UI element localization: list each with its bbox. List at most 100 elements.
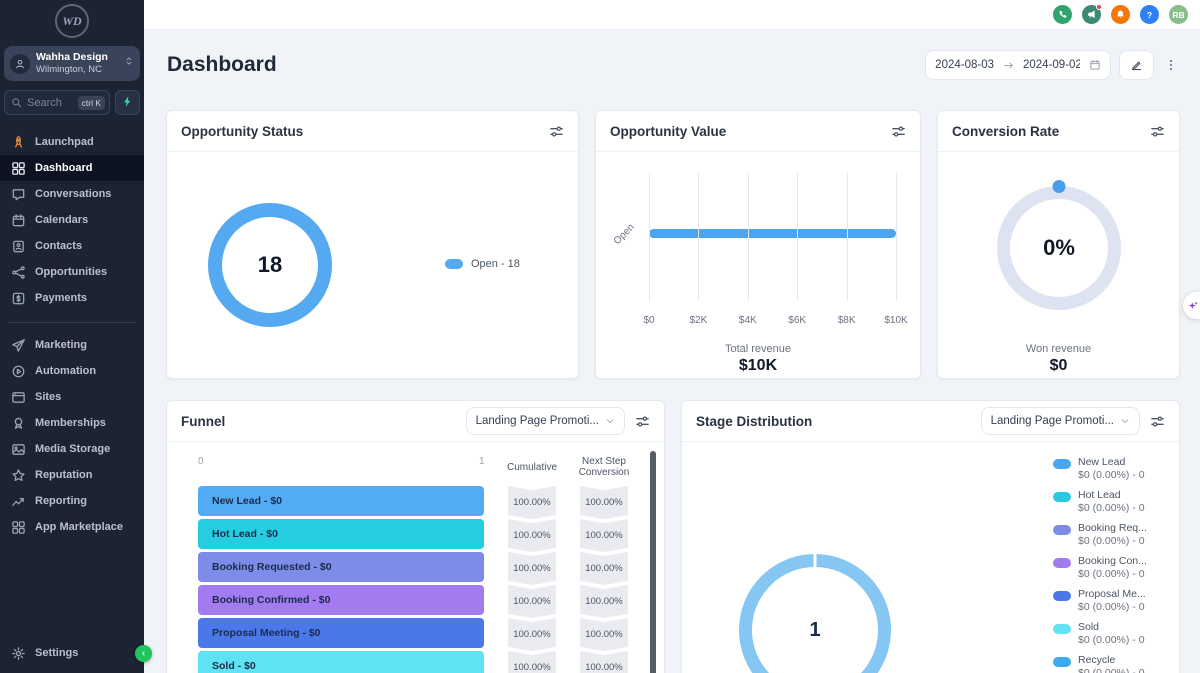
opportunity-value-card: Opportunity Value Open $0 $2K $4K $6K $8K $10…	[595, 110, 921, 379]
payments-icon	[11, 291, 26, 306]
kebab-icon	[1164, 58, 1178, 72]
sidebar-item-label: Dashboard	[35, 162, 93, 174]
sidebar-item-reporting[interactable]: Reporting	[0, 488, 144, 514]
card-filter-button[interactable]	[891, 124, 906, 139]
funnel-bar-label: Booking Requested - $0	[212, 561, 332, 573]
legend-value: $0 (0.00%) - 0	[1078, 568, 1145, 580]
card-title: Opportunity Status	[181, 123, 304, 139]
search-input[interactable]: Search ctrl K	[4, 90, 110, 115]
total-revenue-value: $10K	[738, 357, 778, 374]
sidebar-item-label: Calendars	[35, 214, 89, 226]
sidebar-item-app-marketplace[interactable]: App Marketplace	[0, 514, 144, 540]
bell-icon	[1115, 9, 1126, 20]
sidebar-item-opportunities[interactable]: Opportunities	[0, 259, 144, 285]
legend-swatch	[1053, 525, 1071, 535]
funnel-bar-label: Sold - $0	[212, 660, 256, 672]
x-tick-label: $4K	[738, 315, 757, 326]
sidebar-item-sites[interactable]: Sites	[0, 384, 144, 410]
funnel-bar: Sold - $0	[198, 651, 484, 673]
pipeline-select[interactable]: Landing Page Promoti...	[980, 407, 1140, 435]
notification-dot	[1096, 4, 1102, 10]
scrollbar-thumb[interactable]	[650, 451, 656, 673]
help-button[interactable]: ?	[1140, 5, 1159, 24]
funnel-bar: Booking Confirmed - $0	[198, 585, 484, 615]
image-icon	[11, 442, 26, 457]
ai-assistant-button[interactable]	[1183, 292, 1200, 319]
card-title: Stage Distribution	[696, 413, 813, 429]
phone-icon	[1057, 9, 1068, 20]
legend-value: $0 (0.00%) - 0	[1078, 667, 1145, 673]
sliders-icon	[549, 124, 564, 139]
pipeline-select[interactable]: Landing Page Promoti...	[465, 407, 625, 435]
sidebar-item-payments[interactable]: Payments	[0, 285, 144, 311]
date-start: 2024-08-03	[935, 59, 994, 71]
sidebar-item-contacts[interactable]: Contacts	[0, 233, 144, 259]
account-switcher[interactable]: Wahha Design Wilmington, NC	[4, 46, 140, 81]
sidebar-item-launchpad[interactable]: Launchpad	[0, 129, 144, 155]
network-icon	[11, 265, 26, 280]
value-bar	[649, 229, 896, 238]
star-icon	[11, 468, 26, 483]
card-filter-button[interactable]	[635, 414, 650, 429]
date-range-picker[interactable]: 2024-08-03 2024-09-02	[925, 50, 1111, 80]
funnel-row: Hot Lead - $0 100.00% 100.00%	[167, 519, 664, 552]
funnel-bar-label: Booking Confirmed - $0	[212, 594, 331, 606]
sidebar-item-label: Conversations	[35, 188, 112, 200]
card-filter-button[interactable]	[549, 124, 564, 139]
next-step-badge: 100.00%	[580, 651, 628, 673]
sidebar-item-dashboard[interactable]: Dashboard	[0, 155, 144, 181]
sidebar-item-label: Memberships	[35, 417, 106, 429]
legend-name: Booking Con...	[1078, 555, 1147, 567]
button-text: ?	[1146, 9, 1153, 20]
sidebar-item-automation[interactable]: Automation	[0, 358, 144, 384]
stage-distribution-donut: 1	[739, 554, 891, 673]
card-filter-button[interactable]	[1150, 414, 1165, 429]
funnel-bar-label: Hot Lead - $0	[212, 528, 278, 540]
edit-dashboard-button[interactable]	[1119, 50, 1154, 80]
sidebar-item-settings[interactable]: Settings	[0, 640, 144, 666]
x-tick-label: $8K	[837, 315, 856, 326]
megaphone-icon	[1086, 9, 1097, 20]
funnel-row: Proposal Meeting - $0 100.00% 100.00%	[167, 618, 664, 651]
next-step-badge: 100.00%	[580, 519, 628, 552]
axis-max: 1	[479, 456, 485, 467]
search-icon	[11, 97, 22, 108]
sidebar-item-memberships[interactable]: Memberships	[0, 410, 144, 436]
play-circle-icon	[11, 364, 26, 379]
sidebar-item-reputation[interactable]: Reputation	[0, 462, 144, 488]
funnel-bar: Proposal Meeting - $0	[198, 618, 484, 648]
calendar-icon	[11, 213, 26, 228]
trend-icon	[11, 494, 26, 509]
logo-monogram: WD	[55, 4, 89, 38]
more-options-button[interactable]	[1162, 56, 1180, 74]
legend-swatch	[1053, 459, 1071, 469]
announcements-button[interactable]	[1082, 4, 1102, 24]
card-title: Conversion Rate	[952, 123, 1060, 139]
sidebar-item-conversations[interactable]: Conversations	[0, 181, 144, 207]
cumulative-badge: 100.00%	[508, 585, 556, 618]
sliders-icon	[1150, 124, 1165, 139]
legend-swatch	[1053, 657, 1071, 667]
card-filter-button[interactable]	[1150, 124, 1165, 139]
x-tick-label: $10K	[884, 315, 908, 326]
sidebar-item-calendars[interactable]: Calendars	[0, 207, 144, 233]
funnel-bar-label: New Lead - $0	[212, 495, 283, 507]
calendar-icon	[1089, 59, 1101, 71]
funnel-body: 0 1 Cumulative Next Step Conversion New …	[167, 442, 664, 673]
sidebar-item-media-storage[interactable]: Media Storage	[0, 436, 144, 462]
date-end: 2024-09-02	[1023, 59, 1080, 71]
profile-avatar[interactable]: RB	[1169, 5, 1188, 24]
legend-name: Hot Lead	[1078, 489, 1121, 501]
sliders-icon	[891, 124, 906, 139]
legend-value: $0 (0.00%) - 0	[1078, 634, 1145, 646]
legend-swatch	[1053, 624, 1071, 634]
sidebar-collapse-button[interactable]: ‹	[135, 645, 152, 662]
sidebar-item-marketing[interactable]: Marketing	[0, 332, 144, 358]
legend-name: Recycle	[1078, 654, 1116, 666]
quick-actions-button[interactable]	[115, 90, 140, 115]
browser-icon	[11, 390, 26, 405]
next-step-badge: 100.00%	[580, 618, 628, 651]
phone-button[interactable]	[1053, 5, 1072, 24]
notifications-button[interactable]	[1111, 5, 1130, 24]
bolt-icon	[121, 95, 134, 111]
